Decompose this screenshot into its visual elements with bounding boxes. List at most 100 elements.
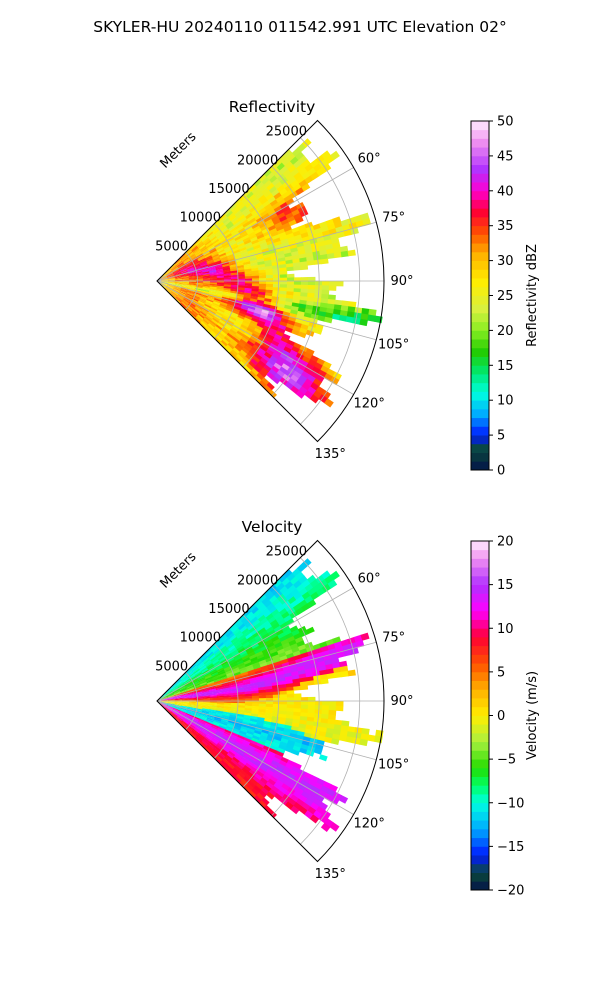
radar-gate	[229, 240, 237, 247]
radar-gate	[233, 323, 241, 329]
radar-gate	[262, 745, 272, 752]
radar-gate	[267, 751, 277, 758]
radar-gate	[265, 739, 274, 746]
radar-gate	[298, 673, 307, 679]
radar-gate	[252, 750, 261, 757]
radar-gate	[235, 717, 244, 722]
radar-gate	[245, 281, 253, 284]
radar-gate	[279, 267, 288, 272]
radar-gate	[265, 706, 274, 711]
radar-gate	[227, 300, 236, 305]
radar-gate	[215, 220, 223, 227]
radar-gate	[195, 239, 203, 246]
radar-gate	[297, 783, 307, 792]
radar-gate	[234, 255, 243, 261]
radar-gate	[263, 230, 272, 237]
radar-gate	[216, 273, 225, 277]
radar-gate	[296, 175, 306, 184]
radar-gate	[279, 621, 289, 630]
radar-gate	[257, 756, 266, 763]
radar-gate	[233, 356, 242, 364]
radar-gate	[160, 696, 168, 700]
radar-gate	[247, 623, 256, 631]
radar-gate	[210, 726, 218, 732]
radar-gate	[230, 276, 239, 280]
radar-gate	[268, 185, 278, 194]
radar-gate	[225, 640, 233, 648]
radar-gate	[209, 287, 217, 291]
radar-gate	[213, 228, 221, 235]
radar-gate	[209, 223, 217, 231]
radar-gate	[274, 753, 283, 761]
radar-gate	[160, 283, 167, 288]
radar-gate	[232, 669, 241, 675]
radar-gate	[256, 770, 265, 778]
radar-gate	[171, 685, 178, 691]
radar-gate	[285, 763, 294, 771]
radar-gate	[205, 661, 213, 668]
radar-gate	[301, 603, 311, 612]
radial-tick-label: 25000	[266, 545, 307, 560]
radar-gate	[302, 138, 312, 148]
radar-gate	[287, 596, 297, 605]
radar-gate	[243, 261, 251, 266]
radar-gate	[265, 268, 274, 273]
radar-gate	[317, 789, 328, 799]
colorbar-segment	[471, 741, 489, 751]
radar-gate	[268, 644, 277, 652]
radar-gate	[174, 704, 182, 707]
radar-gate	[167, 277, 176, 280]
radar-gate	[321, 281, 330, 286]
radar-gate	[245, 244, 254, 250]
radar-gate	[198, 242, 206, 249]
radar-gate	[223, 665, 232, 672]
radar-gate	[258, 790, 267, 798]
radar-gate	[222, 294, 230, 299]
radar-gate	[249, 300, 258, 306]
radar-gate	[228, 224, 236, 232]
radar-gate	[174, 275, 183, 278]
radar-gate	[217, 221, 225, 229]
radar-gate	[260, 629, 269, 637]
radar-gate	[258, 286, 267, 290]
radar-gate	[238, 698, 246, 702]
radar-gate	[267, 242, 276, 249]
radar-gate	[217, 741, 226, 748]
colorbar-segment	[471, 820, 489, 830]
radar-gate	[282, 180, 292, 189]
radar-gate	[270, 745, 279, 752]
radar-gate	[249, 335, 258, 343]
radar-gate	[286, 287, 295, 293]
radar-gate	[278, 574, 288, 583]
azimuth-tick-label: 75°	[382, 211, 405, 226]
radar-gate	[258, 642, 268, 649]
radar-gate	[268, 245, 277, 252]
colorbar-segment	[471, 216, 489, 227]
radar-gate	[160, 701, 169, 703]
radar-gate	[300, 281, 309, 286]
radar-gate	[251, 695, 260, 699]
radar-gate	[327, 579, 338, 589]
radar-gate	[211, 657, 219, 664]
colorbar-segment	[471, 776, 489, 786]
radar-gate	[222, 217, 230, 224]
radar-gate	[283, 194, 293, 203]
radar-gate	[259, 281, 267, 285]
radar-gate	[229, 748, 238, 756]
radar-gate	[215, 231, 224, 238]
colorbar-segment	[471, 155, 489, 166]
radar-gate	[204, 675, 213, 680]
radar-gate	[180, 268, 188, 273]
radar-gate	[223, 277, 232, 280]
colorbar-tick-label: 20	[497, 535, 514, 550]
radar-gate	[285, 801, 294, 810]
radar-gate	[284, 649, 294, 656]
radar-gate	[228, 238, 236, 245]
radar-gate	[242, 319, 251, 326]
radar-gate	[176, 716, 183, 723]
radar-gate	[287, 176, 297, 185]
radar-gate	[307, 705, 316, 710]
radar-gate	[251, 606, 260, 615]
radar-gate	[295, 787, 305, 796]
radar-gate	[280, 336, 289, 344]
